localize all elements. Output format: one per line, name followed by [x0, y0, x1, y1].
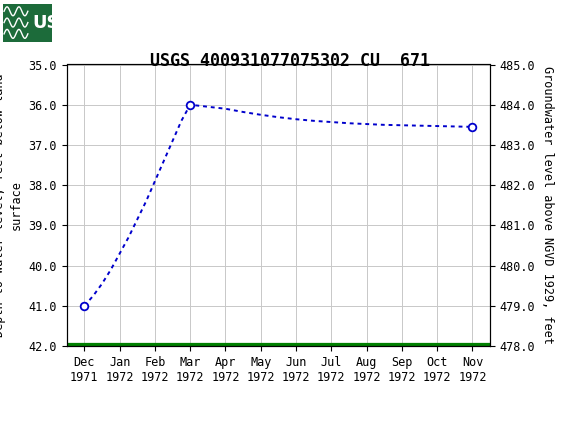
Y-axis label: Depth to water level, feet below land
surface: Depth to water level, feet below land su… — [0, 74, 23, 337]
Y-axis label: Groundwater level above NGVD 1929, feet: Groundwater level above NGVD 1929, feet — [541, 66, 554, 344]
Text: USGS 400931077075302 CU  671: USGS 400931077075302 CU 671 — [150, 52, 430, 71]
Text: USGS: USGS — [32, 14, 87, 31]
FancyBboxPatch shape — [3, 3, 52, 42]
